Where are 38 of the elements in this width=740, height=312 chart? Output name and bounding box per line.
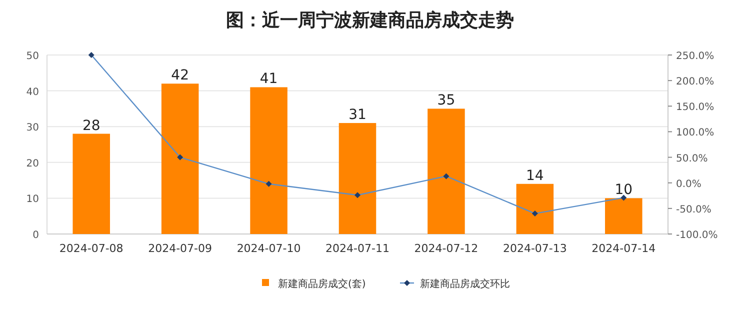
y-tick-label: 10 [26,194,39,206]
data-label: 14 [526,168,544,184]
bar [516,184,554,234]
bar [428,108,465,234]
chart-title: 图：近一周宁波新建商品房成交走势 [226,10,514,31]
data-label: 31 [348,107,366,124]
x-tick-label: 2024-07-09 [148,242,212,255]
y2-tick-label: 150.0% [676,102,714,114]
x-tick-label: 2024-07-14 [592,242,656,255]
x-tick-label: 2024-07-10 [236,242,301,255]
y2-tick-label: -100.0% [676,230,718,241]
bar [161,84,199,234]
data-label: 41 [260,71,278,88]
y-tick-label: 30 [26,122,39,134]
data-label: 35 [437,92,456,109]
bar [250,87,288,234]
y2-tick-label: 250.0% [676,51,714,62]
bar [72,134,110,234]
x-tick-label: 2024-07-12 [414,242,478,255]
legend-label: 新建商品房成交环比 [420,278,510,290]
data-label: 42 [171,68,189,84]
x-tick-label: 2024-07-08 [59,242,124,255]
x-tick-label: 2024-07-11 [326,242,390,255]
y-tick-label: 50 [26,51,39,62]
legend-label: 新建商品房成交(套) [278,278,366,290]
y2-tick-label: -50.0% [676,204,712,216]
bar [605,198,642,234]
bar [338,123,376,234]
y-tick-label: 20 [26,158,39,170]
y2-tick-label: 0.0% [676,178,702,190]
y-tick-label: 0 [32,230,39,241]
y2-tick-label: 200.0% [676,76,714,88]
y-tick-label: 40 [26,86,39,98]
x-tick-label: 2024-07-13 [502,242,567,255]
data-label: 28 [82,118,100,134]
data-label: 10 [614,182,633,198]
y2-tick-label: 50.0% [676,153,708,164]
y2-tick-label: 100.0% [676,128,714,139]
